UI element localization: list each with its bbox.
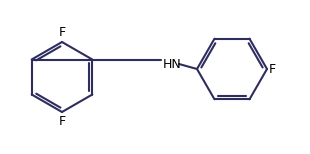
Text: F: F: [59, 115, 65, 128]
Text: F: F: [59, 26, 65, 39]
Text: HN: HN: [163, 57, 182, 71]
Text: F: F: [269, 63, 276, 75]
